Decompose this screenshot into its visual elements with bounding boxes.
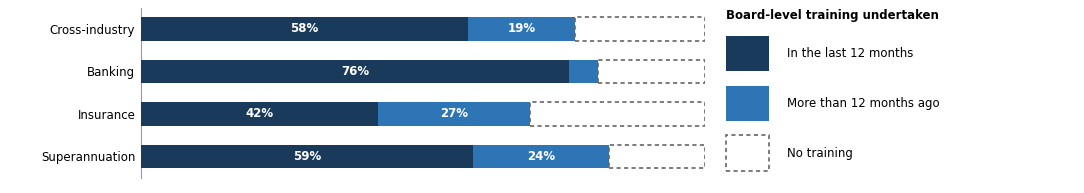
Text: In the last 12 months: In the last 12 months — [787, 47, 914, 60]
Text: 19%: 19% — [507, 22, 535, 36]
Text: No training: No training — [787, 147, 853, 160]
Bar — [141, 60, 569, 83]
Text: 27%: 27% — [440, 107, 468, 120]
Bar — [468, 17, 575, 41]
Bar — [726, 86, 770, 121]
Text: 24%: 24% — [527, 150, 555, 163]
Text: More than 12 months ago: More than 12 months ago — [787, 97, 940, 110]
Bar — [575, 17, 705, 41]
Bar — [530, 102, 705, 125]
Bar — [569, 60, 597, 83]
Text: 76%: 76% — [341, 65, 370, 78]
Bar — [726, 36, 770, 71]
Bar — [141, 145, 474, 168]
Text: 42%: 42% — [245, 107, 273, 120]
Text: 59%: 59% — [293, 150, 321, 163]
Bar — [377, 102, 530, 125]
Bar — [609, 145, 705, 168]
Bar — [141, 17, 468, 41]
Bar — [597, 60, 705, 83]
Bar — [474, 145, 609, 168]
Text: Board-level training undertaken: Board-level training undertaken — [726, 9, 939, 22]
Bar — [141, 102, 377, 125]
Bar — [726, 135, 770, 171]
Text: 58%: 58% — [291, 22, 319, 36]
